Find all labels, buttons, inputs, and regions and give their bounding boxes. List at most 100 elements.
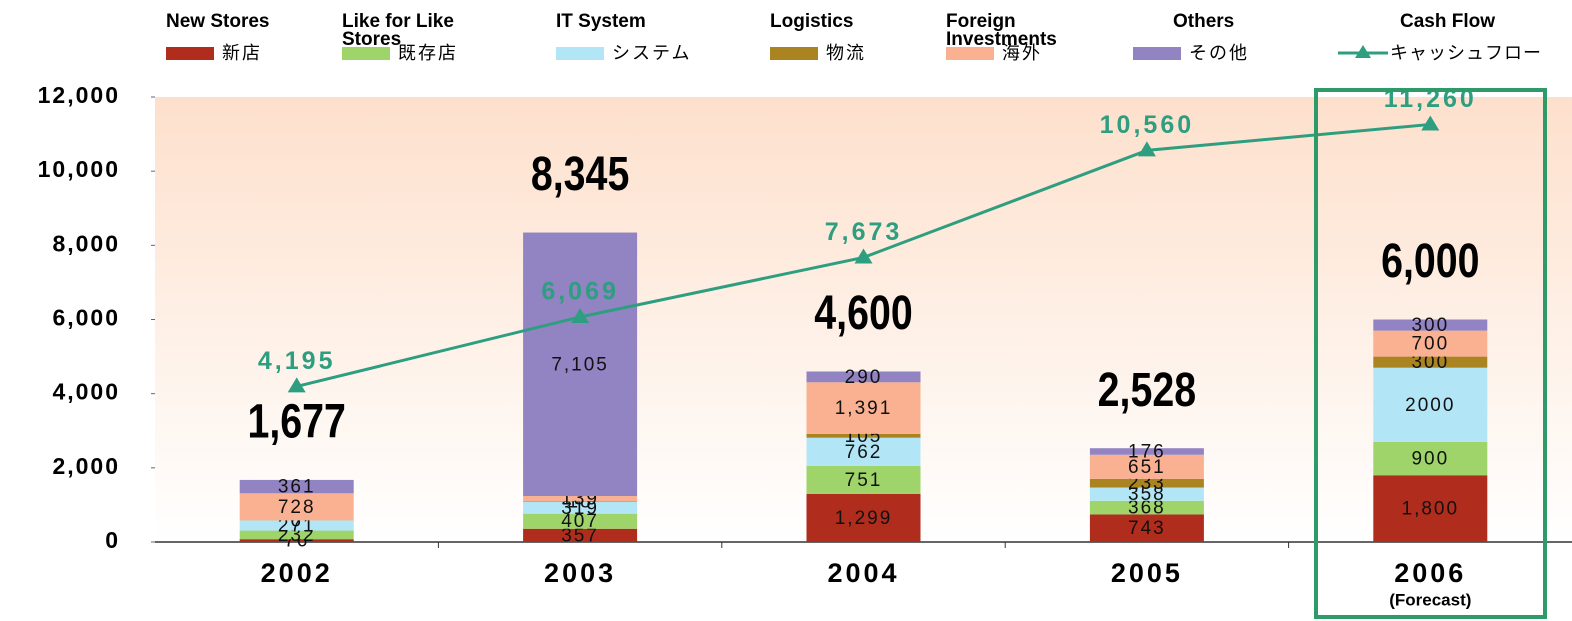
y-tick-label: 4,000	[52, 379, 120, 405]
segment-label: 176	[1128, 441, 1166, 462]
cash-flow-marker	[287, 377, 306, 393]
segment-label: 700	[1411, 334, 1449, 355]
legend-heading: Others	[1173, 11, 1234, 32]
bar-segment	[1089, 514, 1204, 542]
legend-label: 海外	[1002, 43, 1042, 63]
legend-marker	[1355, 45, 1371, 58]
segment-label: 300	[1411, 352, 1449, 373]
y-tick-label: 12,000	[38, 82, 120, 108]
y-tick-label: 8,000	[52, 230, 120, 256]
segment-label: 762	[845, 442, 883, 463]
bar-segment	[239, 530, 354, 540]
legend-swatch	[1133, 47, 1181, 60]
bar-segment	[239, 539, 354, 542]
total-label: 2,528	[1098, 363, 1196, 417]
legend-label: システム	[612, 43, 691, 63]
bar-segment	[806, 493, 921, 542]
x-tick-label: 2004	[827, 558, 899, 588]
legend-swatch	[166, 47, 214, 60]
bar-segment	[1373, 330, 1488, 357]
total-label: 1,677	[247, 395, 345, 449]
bar-segment	[523, 496, 638, 502]
legend-heading: Cash Flow	[1400, 11, 1495, 32]
legend-heading: Foreign Investments	[946, 11, 1057, 50]
cash-flow-marker	[571, 307, 590, 323]
x-tick-label: 2003	[544, 558, 616, 588]
segment-label: 1,391	[835, 398, 893, 419]
bar-segment	[239, 520, 354, 531]
segment-label: 743	[1128, 518, 1166, 539]
cash-flow-label: 10,560	[1100, 111, 1194, 139]
segment-label: 368	[1128, 498, 1166, 519]
legend-heading: New Stores	[166, 11, 269, 32]
bar-segment	[1089, 454, 1204, 479]
segment-label: 1,800	[1402, 499, 1460, 520]
segment-label: 651	[1128, 457, 1166, 478]
bar-segment	[1373, 441, 1488, 476]
total-label: 6,000	[1381, 235, 1479, 289]
legend-label: 物流	[826, 43, 866, 63]
cash-flow-marker	[1421, 115, 1440, 131]
legend-swatch	[342, 47, 390, 60]
segment-label: 290	[845, 367, 883, 388]
bar-segment	[806, 371, 921, 383]
segment-label: 300	[1411, 315, 1449, 336]
cash-flow-marker	[1137, 141, 1156, 157]
segment-label: 357	[561, 525, 599, 546]
segment-label: 319	[561, 498, 599, 519]
segment-label: 1,299	[835, 508, 893, 529]
segment-label: 2000	[1405, 395, 1455, 416]
legend-swatch	[946, 47, 994, 60]
segment-label: 751	[845, 470, 883, 491]
bar-segment	[806, 437, 921, 466]
x-tick-label: 2006	[1394, 558, 1466, 588]
cash-flow-label: 4,195	[258, 347, 336, 375]
legend-heading: Like for Like Stores	[342, 11, 454, 50]
legend-swatch	[770, 47, 818, 60]
segment-label: 900	[1411, 449, 1449, 470]
bar-segment	[523, 232, 638, 497]
cash-flow-label: 6,069	[541, 278, 619, 306]
bar-segment	[1089, 487, 1204, 501]
bar-segment	[1089, 478, 1204, 488]
total-label: 8,345	[531, 148, 629, 202]
x-tick-label: 2005	[1111, 558, 1183, 588]
bar-segment	[1373, 319, 1488, 331]
legend-label: その他	[1189, 43, 1249, 63]
forecast-highlight	[1314, 88, 1547, 619]
legend-heading: IT System	[556, 11, 646, 32]
bar-segment	[239, 479, 354, 494]
segment-label: 6	[290, 510, 303, 531]
bar-segment	[806, 433, 921, 438]
y-tick-label: 10,000	[38, 156, 120, 182]
x-tick-label: 2002	[261, 558, 333, 588]
y-tick-label: 0	[105, 527, 120, 553]
bar-segment	[806, 382, 921, 434]
cash-flow-label: 7,673	[825, 218, 903, 246]
bar-segment	[806, 465, 921, 494]
bar-segment	[239, 493, 354, 521]
bar-segment	[523, 528, 638, 542]
total-label: 4,600	[814, 287, 912, 341]
segment-label: 7,105	[551, 354, 609, 375]
y-tick-label: 6,000	[52, 305, 120, 331]
bar-segment	[523, 501, 638, 514]
bar-segment	[1373, 356, 1488, 368]
segment-label: 361	[278, 477, 316, 498]
legend-label: 既存店	[398, 43, 458, 63]
legend-heading: Logistics	[770, 11, 853, 32]
segment-label: 271	[278, 516, 316, 537]
cash-flow-marker	[854, 248, 873, 264]
legend-swatch	[556, 47, 604, 60]
bar-segment	[523, 513, 638, 529]
segment-label: 358	[1128, 484, 1166, 505]
segment-label: 407	[561, 511, 599, 532]
bar-segment	[1373, 475, 1488, 542]
segment-label: 728	[278, 497, 316, 518]
bar-segment	[1089, 448, 1204, 455]
bar-segment	[1089, 500, 1204, 515]
x-tick-note: (Forecast)	[1389, 590, 1471, 609]
bar-segment	[1373, 367, 1488, 442]
bar-segment	[523, 501, 638, 502]
